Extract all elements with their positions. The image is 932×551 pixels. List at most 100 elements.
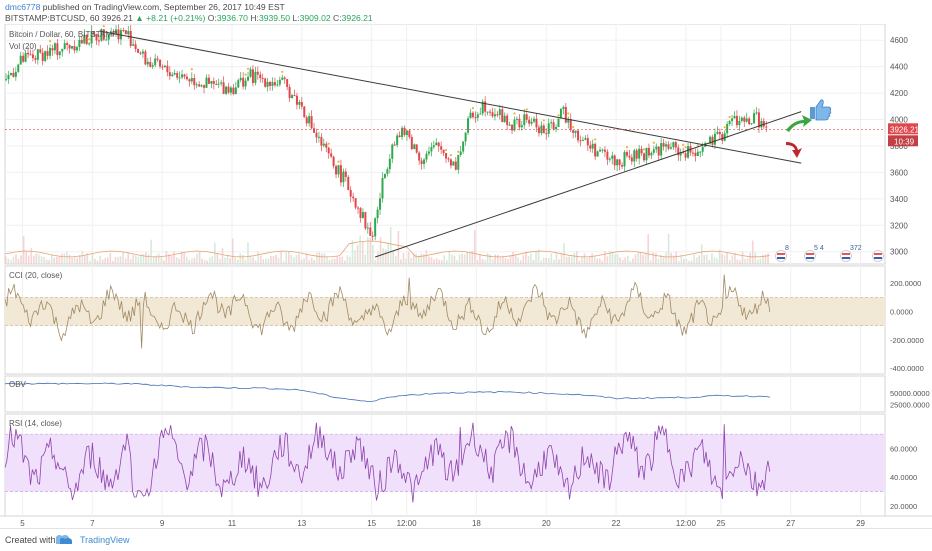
candle-body [613,155,616,166]
volume-bar [142,254,145,264]
candle-body [753,113,756,124]
volume-bar [84,255,86,264]
volume-bar [188,260,191,264]
candle-body [755,112,758,114]
volume-bar [191,258,193,264]
volume-bar [499,256,502,264]
volume-bar [244,259,247,264]
signal-dot [327,142,330,145]
candle-body [374,218,377,237]
volume-bar [415,253,418,264]
signal-dot [557,114,560,117]
volume-bar [356,244,359,264]
volume-bar [58,256,61,264]
volume-bar [448,251,451,264]
candle-body [19,55,22,65]
candle-body [581,139,584,141]
candle-body [765,126,768,128]
candle-body [300,101,303,107]
volume-bar [522,255,525,264]
volume-bar [657,258,660,264]
volume-bar [767,253,769,264]
event-count: 5 4 [814,245,824,252]
candle-body [102,29,105,40]
volume-bar [175,257,178,264]
candle-body [557,118,560,127]
volume-bar [147,253,150,264]
candle-body [271,82,274,86]
candle-body [638,148,641,159]
volume-bar [507,259,509,264]
event-flag [804,250,816,262]
candle-body [716,131,719,134]
volume-bar [596,258,599,264]
author-link[interactable]: dmc6778 [5,2,41,12]
candle-body [760,120,763,128]
candle-body [735,115,738,126]
thumbs-up-icon [810,99,832,121]
cci-title: CCI (20, close) [9,271,63,280]
rsi-band [5,434,885,492]
volume-bar [198,251,201,264]
candle-body [320,136,323,146]
signal-dot [572,125,575,129]
signal-dot [190,68,193,71]
volume-bar [135,255,137,264]
candle-body [288,87,291,99]
tradingview-brand[interactable]: TradingView [80,535,130,545]
x-tick-label: 13 [297,519,306,528]
volume-bar [744,258,746,264]
volume-bar [425,250,428,264]
signal-dot [525,108,528,111]
x-tick-label: 22 [612,519,621,528]
volume-bar [308,260,310,264]
x-tick-label: 25 [716,519,725,528]
chart-canvas[interactable]: 5 7 9 11 13 15 12:00 18 20 22 12:00 25 27 29 3000 3200 3… [0,24,932,528]
volume-bar [160,256,163,264]
candle-body [640,148,643,154]
candle-body [738,120,741,126]
candle-body [437,142,440,147]
candle-body [731,118,734,122]
event-flag-stripe [806,257,814,259]
candle-body [577,130,580,141]
candle-body [413,144,416,150]
volume-bar [734,252,736,264]
volume-bar [219,258,221,264]
volume-bar [7,258,10,264]
candle-body [677,147,680,156]
volume-bar [178,258,180,264]
volume-bar [310,257,313,264]
candle-body [694,152,697,156]
candle-body [709,136,712,144]
volume-bar [723,255,726,264]
candle-body [537,127,540,134]
publish-line: dmc6778 published on TradingView.com, Se… [5,2,285,12]
candle-body [273,82,276,86]
volume-bar [316,252,318,264]
event-flag-stripe [874,253,882,255]
volume-bar [377,252,379,264]
event-flag [872,250,884,262]
volume-bar [634,254,637,264]
volume-bar [479,254,481,264]
y-tick-label: 4000 [890,116,908,125]
candle-body [523,114,526,126]
candle-body [469,112,472,119]
volume-bar [504,258,507,264]
candle-body [652,149,655,153]
candle-body [141,51,144,54]
candle-body [445,152,448,159]
candle-body [603,149,606,152]
candle-body [452,161,455,166]
volume-bar [721,253,723,264]
candle-body [53,43,56,51]
countdown-box [888,135,918,147]
volume-bar [652,252,655,264]
volume-bar [481,258,484,264]
candle-body [95,34,98,41]
volume-bar [435,258,438,264]
obv-line [4,382,770,403]
volume-bar [91,254,94,264]
volume-bar [270,256,272,264]
